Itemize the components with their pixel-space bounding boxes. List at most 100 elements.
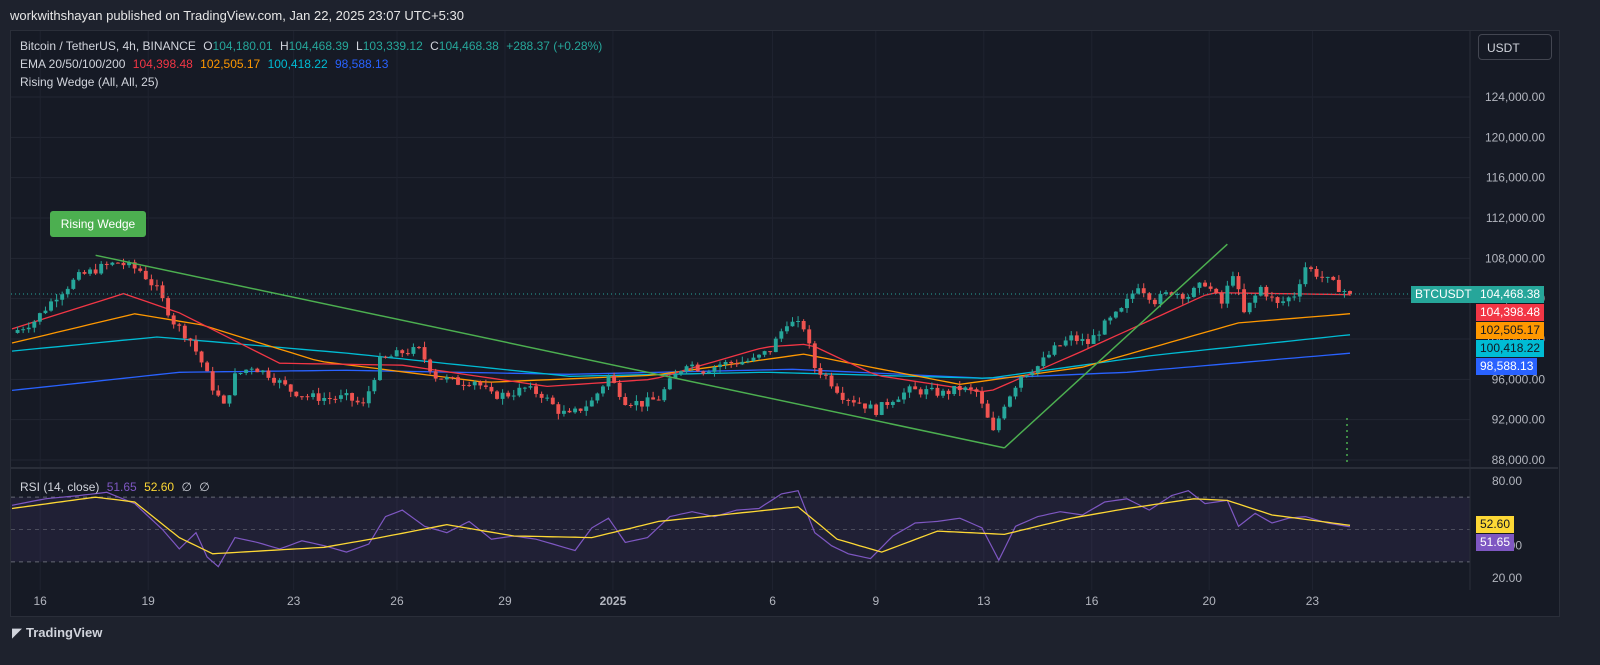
candle-body: [1002, 406, 1007, 419]
candle-body: [177, 324, 182, 326]
candle-body: [857, 402, 862, 404]
candle-body: [110, 262, 115, 265]
candle-body: [1091, 335, 1096, 344]
candle-body: [138, 268, 143, 271]
candle-body: [405, 353, 410, 355]
candle-body: [333, 398, 338, 400]
candle-body: [796, 320, 801, 322]
candle-body: [868, 404, 873, 409]
currency-button[interactable]: USDT: [1478, 34, 1552, 60]
rsi-tick-label: 80.00: [1492, 474, 1522, 488]
candle-body: [389, 356, 394, 358]
candle-body: [37, 313, 42, 322]
candle-body: [88, 269, 93, 274]
candle-body: [528, 386, 533, 388]
tradingview-logo[interactable]: ◤ TradingView: [12, 625, 102, 641]
candle-body: [1264, 286, 1269, 297]
candle-body: [1158, 294, 1163, 305]
candle-body: [171, 315, 176, 325]
candle-body: [21, 329, 26, 331]
candle-body: [851, 400, 856, 403]
candle-body: [1219, 292, 1224, 304]
candle-body: [684, 366, 689, 372]
candle-body: [383, 356, 388, 358]
candle-body: [556, 404, 561, 414]
candle-body: [768, 351, 773, 353]
time-tick-label: 23: [287, 594, 301, 608]
candle-body: [344, 393, 349, 396]
candle-body: [1342, 291, 1347, 293]
candle-body: [779, 331, 784, 339]
candle-body: [974, 389, 979, 392]
candle-body: [968, 387, 973, 390]
candle-body: [1258, 286, 1263, 296]
candle-body: [288, 384, 293, 392]
rsi-extra-2: ∅: [199, 480, 210, 494]
candle-body: [1030, 372, 1035, 376]
time-tick-label: 2025: [600, 594, 627, 608]
candle-body: [740, 361, 745, 365]
candle-body: [723, 361, 728, 365]
candle-body: [149, 279, 154, 286]
candle-body: [957, 386, 962, 391]
rsi-extra-1: ∅: [181, 480, 192, 494]
candle-body: [49, 301, 53, 311]
candle-body: [1203, 282, 1208, 287]
candle-body: [879, 402, 884, 415]
candle-body: [450, 377, 455, 379]
candle-body: [506, 392, 511, 397]
candle-body: [807, 329, 812, 344]
candle-body: [1336, 279, 1341, 292]
rsi-ma-line: [11, 496, 1351, 555]
candle-body: [377, 356, 382, 381]
candle-body: [1269, 296, 1274, 298]
candle-body: [1136, 288, 1141, 294]
candle-body: [1348, 291, 1352, 294]
candle-body: [623, 396, 628, 406]
candle-body: [1125, 298, 1129, 309]
candle-body: [840, 392, 845, 400]
candle-body: [985, 403, 990, 418]
candle-body: [952, 386, 957, 395]
candle-body: [935, 387, 940, 396]
candle-body: [1180, 293, 1185, 299]
candle-body: [885, 402, 890, 406]
candle-body: [790, 321, 795, 327]
candle-body: [1230, 276, 1235, 286]
ema100-value: 100,418.22: [267, 57, 328, 71]
wedge-line-2: [1003, 243, 1228, 449]
close-label: C: [430, 39, 439, 53]
candle-body: [260, 370, 265, 373]
candle-body: [718, 364, 722, 368]
time-tick-label: 26: [390, 594, 404, 608]
high-value: 104,468.39: [288, 39, 349, 53]
candle-body: [1013, 387, 1018, 397]
candle-body: [283, 380, 288, 385]
candle-body: [980, 391, 985, 404]
candle-body: [428, 359, 433, 372]
candle-body: [411, 347, 416, 354]
candle-body: [43, 310, 48, 314]
candle-body: [545, 397, 550, 399]
time-tick-label: 16: [1085, 594, 1099, 608]
candle-body: [15, 330, 20, 333]
ema200-tag: 98,588.13: [1476, 357, 1538, 375]
open-label: O: [203, 39, 213, 53]
candle-body: [1325, 276, 1330, 278]
candle-body: [1175, 293, 1180, 296]
candle-body: [71, 279, 76, 289]
candle-body: [249, 368, 254, 370]
candle-body: [729, 361, 734, 364]
candle-body: [277, 380, 282, 383]
candle-body: [166, 298, 171, 316]
candle-body: [1247, 302, 1252, 313]
candle-body: [294, 391, 299, 397]
candle-body: [1097, 334, 1102, 336]
candle-body: [996, 418, 1001, 431]
candle-body: [316, 393, 321, 401]
rsi-legend: RSI (14, close) 51.65 52.60 ∅ ∅: [20, 480, 214, 494]
candle-body: [902, 392, 906, 400]
ema20-tag: 104,398.48: [1476, 303, 1545, 321]
candle-body: [1214, 288, 1219, 293]
